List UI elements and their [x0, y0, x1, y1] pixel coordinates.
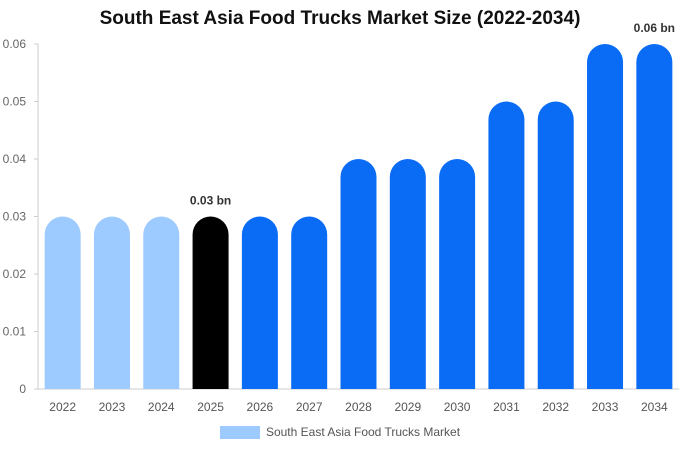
- x-tick-label: 2031: [493, 400, 520, 414]
- bar-2024[interactable]: [143, 216, 180, 389]
- y-tick-label: 0.04: [3, 152, 27, 166]
- y-tick-label: 0.03: [3, 210, 27, 224]
- x-tick-label: 2032: [542, 400, 569, 414]
- bars: [44, 44, 673, 390]
- legend-label: South East Asia Food Trucks Market: [265, 425, 461, 439]
- x-tick-label: 2023: [99, 400, 126, 414]
- bar-2031[interactable]: [488, 101, 525, 389]
- y-tick-label: 0.02: [3, 267, 27, 281]
- x-tick-label: 2026: [247, 400, 274, 414]
- bar-2029[interactable]: [389, 159, 426, 389]
- bar-2025[interactable]: [192, 216, 229, 390]
- y-tick-label: 0.05: [3, 95, 27, 109]
- x-tick-label: 2033: [592, 400, 619, 414]
- bar-2034[interactable]: [636, 44, 673, 389]
- data-label-2025: 0.03 bn: [190, 194, 231, 208]
- bar-2030[interactable]: [439, 159, 476, 389]
- bar-2027[interactable]: [291, 216, 328, 390]
- y-tick-label: 0.01: [3, 325, 27, 339]
- chart-title: South East Asia Food Trucks Market Size …: [99, 8, 581, 29]
- legend-swatch: [219, 425, 260, 439]
- y-tick-label: 0: [19, 382, 26, 396]
- x-tick-label: 2029: [394, 400, 421, 414]
- bar-2028[interactable]: [340, 159, 377, 389]
- x-tick-label: 2025: [197, 400, 224, 414]
- x-tick-label: 2027: [296, 400, 323, 414]
- x-tick-label: 2034: [641, 400, 668, 414]
- bar-2023[interactable]: [93, 216, 130, 389]
- bar-2026[interactable]: [241, 216, 278, 390]
- bar-2033[interactable]: [587, 44, 624, 389]
- bar-2022[interactable]: [44, 216, 81, 389]
- data-label-2034: 0.06 bn: [634, 21, 675, 35]
- x-axis: 2022 2023 2024 2025 2026 2027 2028 2029 2030 2031…: [38, 388, 679, 414]
- y-tick-label: 0.06: [3, 37, 27, 51]
- x-tick-label: 2030: [444, 400, 471, 414]
- bar-2032[interactable]: [537, 101, 574, 390]
- x-tick-label: 2022: [49, 400, 76, 414]
- x-tick-label: 2024: [148, 400, 175, 414]
- y-axis: 0 0.01 0.02 0.03 0.04 0.05 0.06: [3, 37, 39, 396]
- legend[interactable]: South East Asia Food Trucks Market: [0, 425, 680, 439]
- x-tick-label: 2028: [345, 400, 372, 414]
- data-labels: 0.03 bn 0.06 bn: [190, 21, 675, 208]
